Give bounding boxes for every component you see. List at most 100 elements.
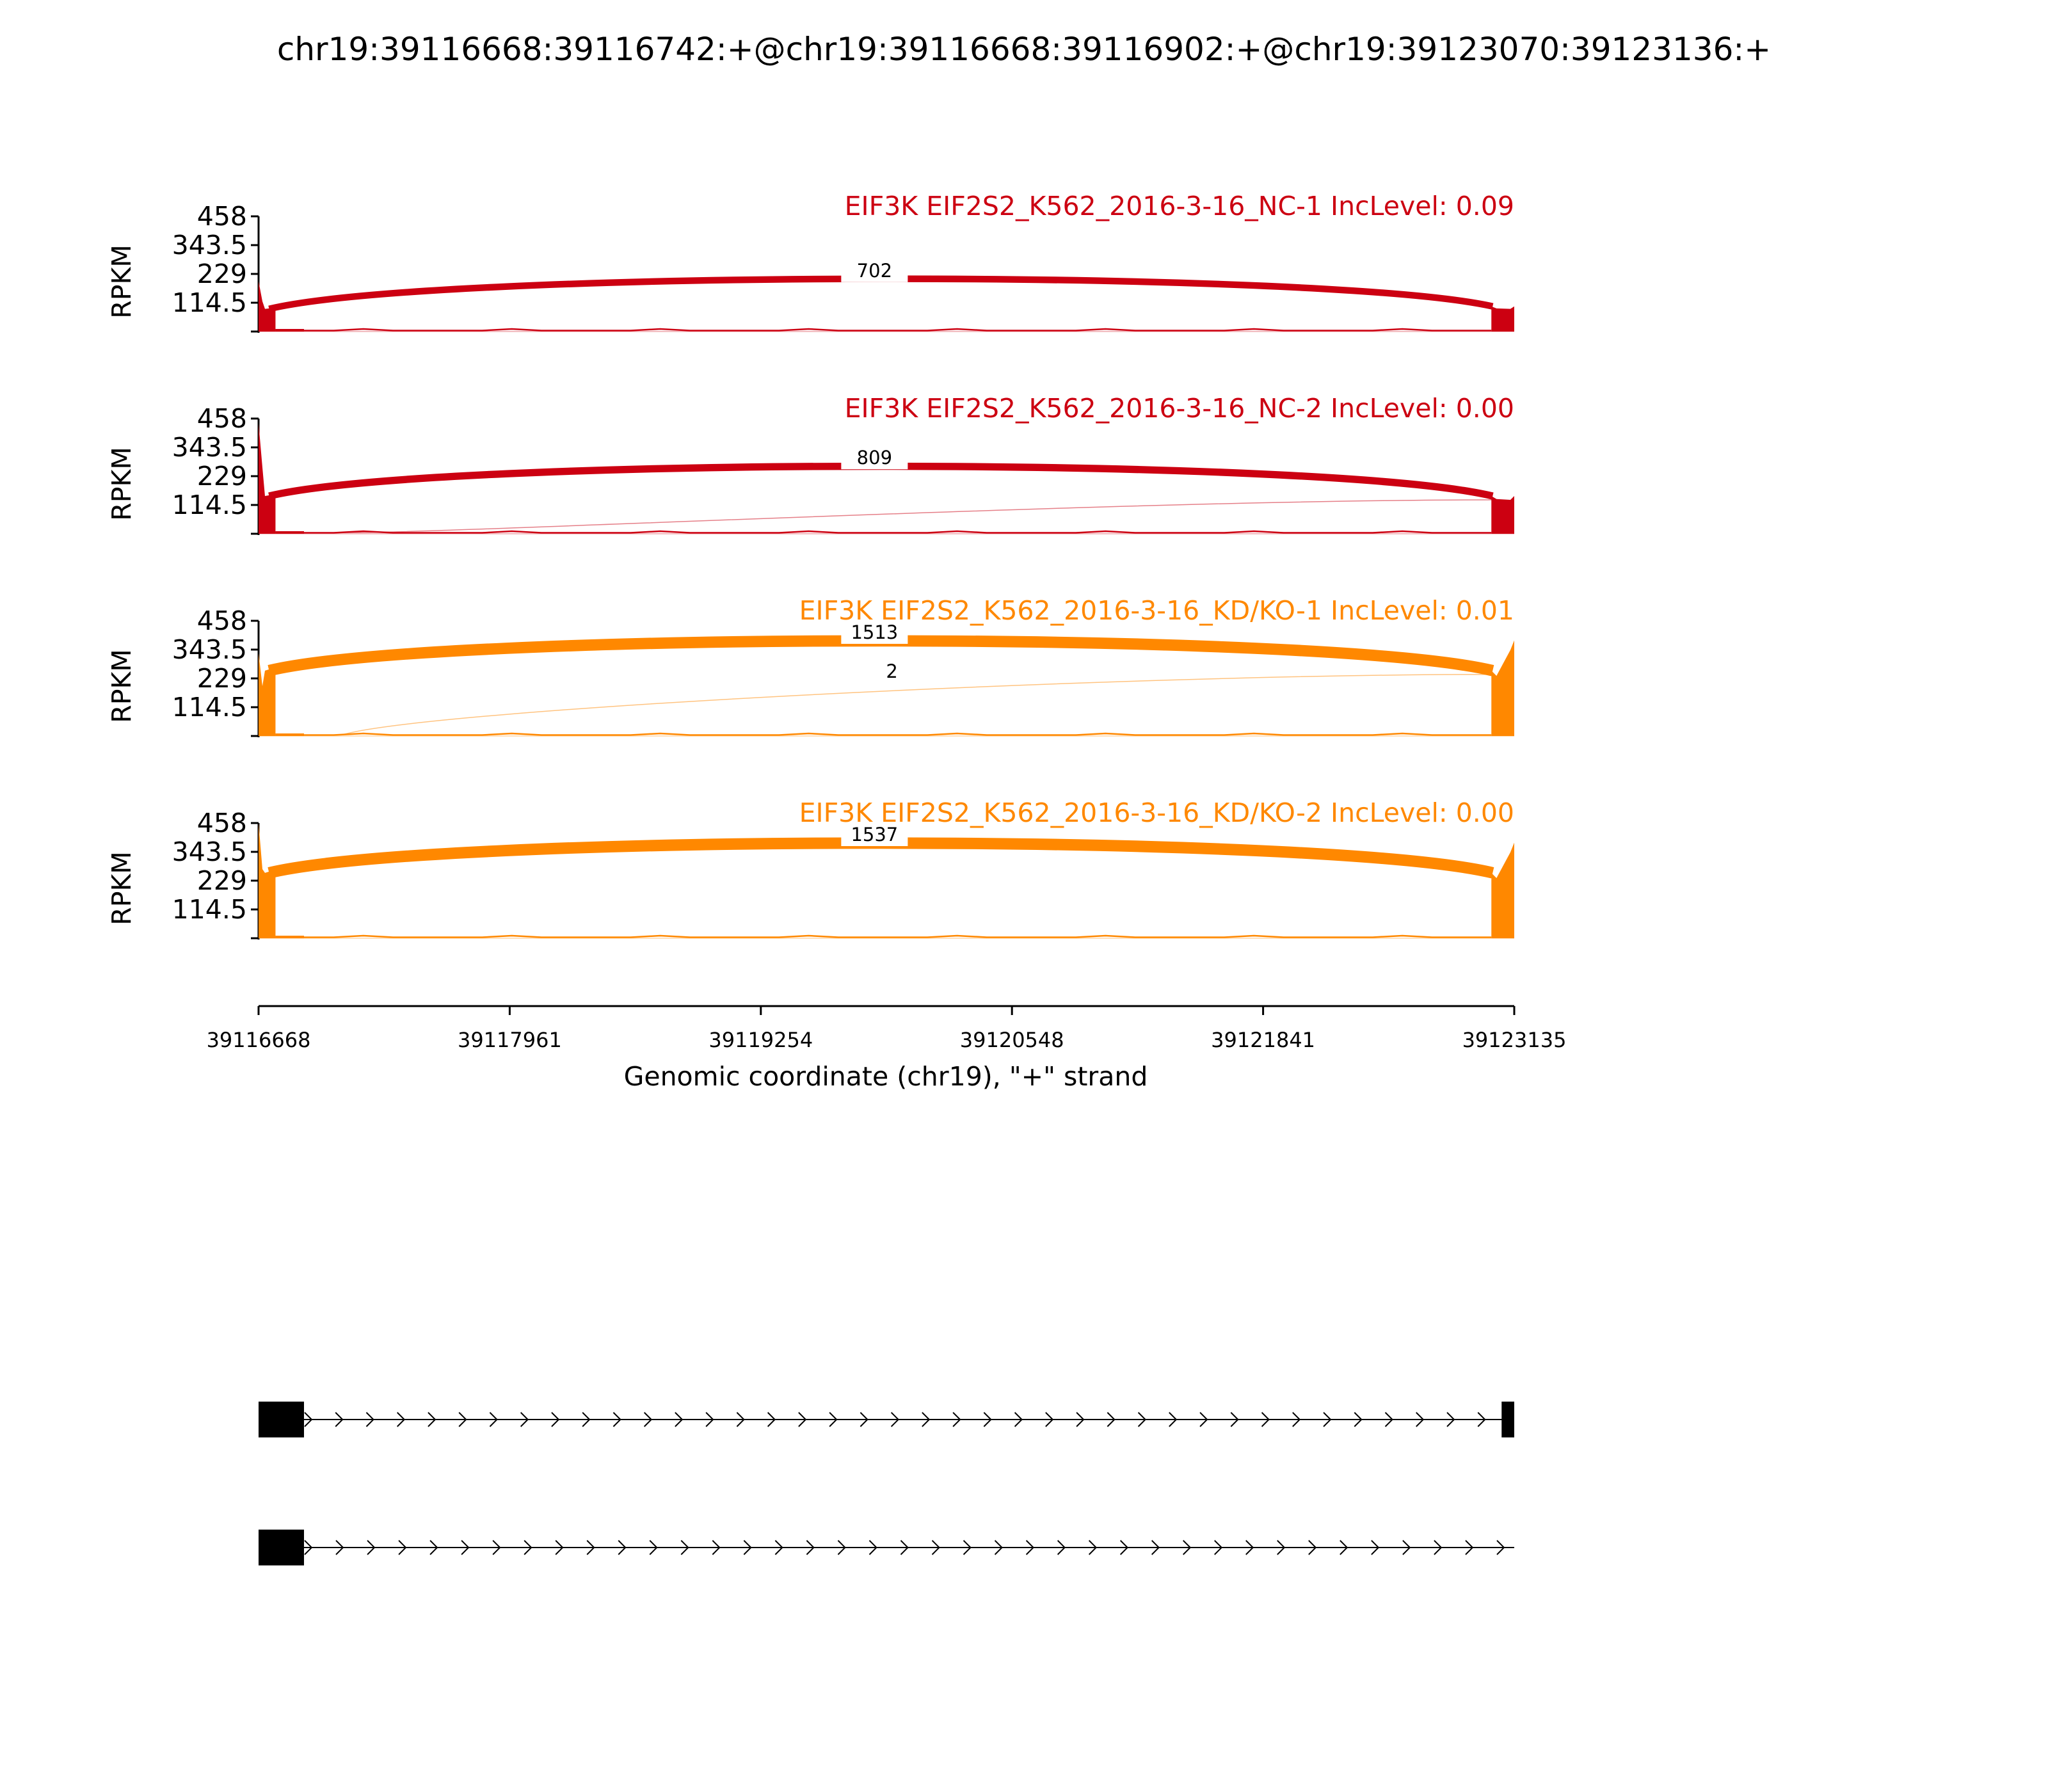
strand-arrow bbox=[335, 1412, 344, 1427]
strand-arrow bbox=[1477, 1412, 1486, 1427]
strand-arrow bbox=[774, 1540, 783, 1555]
strand-arrow bbox=[837, 1540, 846, 1555]
strand-arrow bbox=[1151, 1540, 1160, 1555]
junction-count: 809 bbox=[857, 447, 892, 468]
strand-arrow bbox=[675, 1412, 684, 1427]
coverage-alt-exon bbox=[275, 733, 304, 736]
strand-arrow bbox=[1308, 1540, 1317, 1555]
coverage-intron bbox=[303, 732, 1492, 736]
chart-title: chr19:39116668:39116742:+@chr19:39116668… bbox=[277, 31, 1771, 68]
strand-arrow bbox=[612, 1412, 621, 1427]
coverage-intron bbox=[303, 328, 1492, 332]
y-axis-label: RPKM bbox=[106, 649, 137, 723]
junction-count: 1537 bbox=[851, 824, 898, 845]
strand-arrow bbox=[429, 1540, 438, 1555]
strand-arrow bbox=[1416, 1412, 1425, 1427]
strand-arrow bbox=[304, 1540, 313, 1555]
strand-arrow bbox=[767, 1412, 776, 1427]
strand-arrow bbox=[890, 1412, 900, 1427]
y-tick-label: 229 bbox=[197, 461, 247, 492]
y-tick-label: 458 bbox=[197, 605, 247, 636]
x-axis: 39116668 39117961 39119254 39120548 39121841… bbox=[207, 1005, 1566, 1052]
junction-arc bbox=[268, 275, 1494, 312]
strand-arrow bbox=[1371, 1540, 1380, 1555]
strand-arrow bbox=[586, 1540, 595, 1555]
strand-arrow bbox=[963, 1540, 972, 1555]
strand-arrow bbox=[1277, 1540, 1286, 1555]
strand-arrow bbox=[1230, 1412, 1239, 1427]
strand-arrow bbox=[931, 1540, 940, 1555]
strand-arrow bbox=[1446, 1412, 1455, 1427]
strand-arrow bbox=[743, 1540, 752, 1555]
y-tick-label: 343.5 bbox=[172, 230, 247, 260]
coverage-exon1 bbox=[259, 423, 276, 534]
strand-arrow bbox=[335, 1540, 344, 1555]
junction-label-box bbox=[841, 256, 908, 282]
strand-arrow bbox=[1045, 1412, 1054, 1427]
y-tick-label: 229 bbox=[197, 259, 247, 289]
y-tick-label: 458 bbox=[197, 201, 247, 232]
coverage-alt-exon bbox=[275, 936, 304, 938]
y-tick-label: 114.5 bbox=[172, 894, 247, 925]
junction-arc bbox=[342, 674, 1493, 735]
coverage-exon2 bbox=[1491, 306, 1514, 332]
strand-arrow bbox=[618, 1540, 627, 1555]
strand-arrow bbox=[1434, 1540, 1443, 1555]
coverage-exon2 bbox=[1491, 842, 1514, 938]
strand-arrow bbox=[1402, 1540, 1411, 1555]
strand-arrow bbox=[806, 1540, 815, 1555]
transcript-models bbox=[259, 1402, 1514, 1565]
coverage-exon2 bbox=[1491, 640, 1514, 736]
strand-arrow bbox=[1496, 1540, 1505, 1555]
junction-arc bbox=[268, 462, 1494, 500]
strand-arrow bbox=[489, 1412, 498, 1427]
exon-block bbox=[1501, 1402, 1514, 1437]
strand-arrow bbox=[952, 1412, 961, 1427]
coverage-intron bbox=[303, 934, 1492, 938]
junction-label-box bbox=[841, 618, 908, 644]
strand-arrow bbox=[1199, 1412, 1208, 1427]
strand-arrow bbox=[555, 1540, 564, 1555]
junction-count: 2 bbox=[886, 660, 897, 682]
strand-arrow bbox=[551, 1412, 560, 1427]
strand-arrow bbox=[922, 1412, 931, 1427]
strand-arrow bbox=[398, 1540, 407, 1555]
strand-arrow bbox=[520, 1412, 529, 1427]
junction-count: 1513 bbox=[851, 621, 898, 643]
track-label: EIF3K EIF2S2_K562_2016-3-16_KD/KO-1 IncL… bbox=[799, 595, 1514, 626]
track-label: EIF3K EIF2S2_K562_2016-3-16_NC-1 IncLeve… bbox=[845, 191, 1514, 221]
strand-arrow bbox=[1088, 1540, 1098, 1555]
coverage-alt-exon bbox=[275, 531, 304, 534]
strand-arrow bbox=[983, 1412, 992, 1427]
y-tick-label: 343.5 bbox=[172, 634, 247, 665]
strand-arrow bbox=[1340, 1540, 1348, 1555]
strand-arrow bbox=[1384, 1412, 1393, 1427]
y-tick-label: 343.5 bbox=[172, 836, 247, 867]
y-tick-label: 458 bbox=[197, 808, 247, 838]
y-tick-label: 114.5 bbox=[172, 287, 247, 318]
strand-arrow bbox=[1119, 1540, 1129, 1555]
strand-arrow bbox=[994, 1540, 1003, 1555]
strand-arrow bbox=[1057, 1540, 1066, 1555]
strand-arrow bbox=[1292, 1412, 1301, 1427]
junction-arc bbox=[342, 499, 1493, 533]
x-tick-label: 39119254 bbox=[708, 1028, 813, 1052]
strand-arrow bbox=[1245, 1540, 1254, 1555]
x-tick-label: 39121841 bbox=[1211, 1028, 1315, 1052]
junction-label-box bbox=[841, 820, 908, 847]
strand-arrow bbox=[1076, 1412, 1085, 1427]
coverage-exon2 bbox=[1491, 496, 1514, 534]
strand-arrow bbox=[1025, 1540, 1035, 1555]
strand-arrow bbox=[1183, 1540, 1192, 1555]
strand-arrow bbox=[736, 1412, 745, 1427]
strand-arrow bbox=[1014, 1412, 1023, 1427]
exon-block bbox=[259, 1402, 304, 1437]
track-label: EIF3K EIF2S2_K562_2016-3-16_NC-2 IncLeve… bbox=[845, 393, 1514, 424]
strand-arrow bbox=[900, 1540, 909, 1555]
track-label: EIF3K EIF2S2_K562_2016-3-16_KD/KO-2 IncL… bbox=[799, 797, 1514, 828]
transcript bbox=[259, 1530, 1514, 1565]
